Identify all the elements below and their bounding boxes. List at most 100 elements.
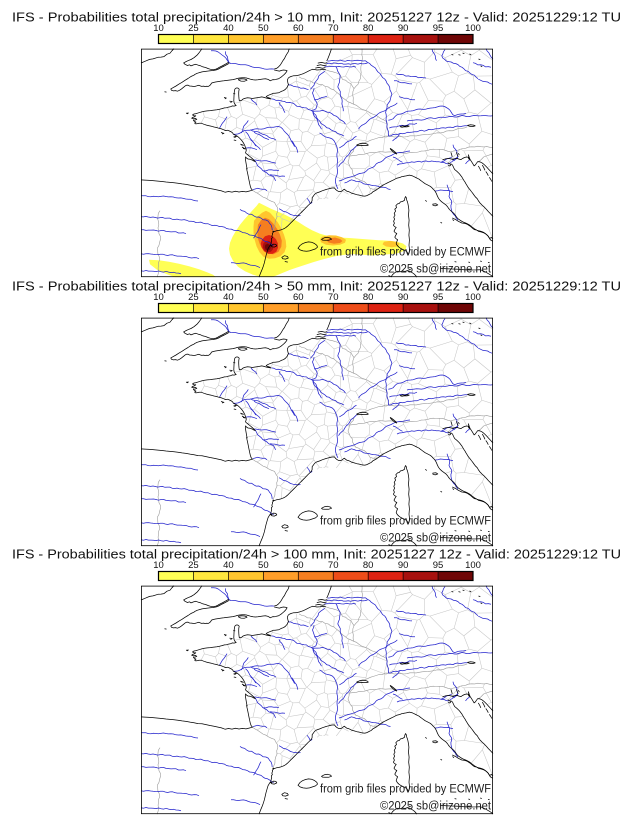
- admin-boundary: [383, 662, 388, 674]
- colorbar-tick-10: 10: [153, 560, 164, 571]
- admin-boundary: [359, 398, 368, 404]
- colorbar-segment-10-25: [158, 303, 194, 313]
- admin-boundary: [470, 212, 483, 227]
- admin-boundary: [329, 441, 342, 449]
- admin-boundary: [248, 166, 257, 168]
- admin-boundary: [460, 148, 464, 152]
- river-arno: [435, 458, 454, 461]
- admin-boundary: [331, 99, 336, 107]
- admin-boundary: [276, 215, 281, 218]
- admin-boundary: [311, 606, 322, 620]
- admin-boundary: [226, 384, 232, 389]
- admin-boundary: [262, 431, 275, 433]
- admin-boundary: [369, 725, 371, 731]
- admin-boundary: [262, 162, 275, 164]
- admin-boundary: [296, 97, 302, 102]
- admin-boundary: [287, 688, 291, 695]
- admin-boundary: [339, 390, 347, 394]
- admin-boundary: [436, 129, 448, 139]
- admin-boundary: [374, 98, 384, 103]
- admin-boundary: [278, 692, 288, 695]
- admin-boundary: [347, 82, 352, 98]
- admin-boundary: [236, 127, 244, 131]
- admin-boundary: [452, 71, 459, 77]
- admin-boundary: [434, 165, 449, 173]
- admin-boundary: [457, 654, 459, 674]
- river-aisne: [314, 633, 328, 638]
- admin-boundary: [346, 121, 351, 125]
- colorbar-tick-95: 95: [433, 23, 444, 34]
- coast-belle_ile: [220, 669, 225, 672]
- admin-boundary: [357, 717, 360, 723]
- colorbar-tick-50: 50: [258, 23, 269, 34]
- coast-elba: [432, 203, 439, 207]
- admin-boundary: [312, 104, 315, 109]
- coast-re: [240, 680, 244, 683]
- colorbar-tick-70: 70: [328, 292, 339, 303]
- admin-boundary: [391, 73, 395, 77]
- admin-boundary: [446, 673, 459, 676]
- admin-boundary: [276, 713, 287, 721]
- coast-adriatic_w: [450, 163, 494, 217]
- admin-boundary: [416, 705, 422, 709]
- river-cher: [250, 129, 277, 141]
- coast-ibiza: [281, 792, 289, 797]
- admin-boundary: [463, 89, 476, 100]
- river-allier: [291, 677, 299, 690]
- admin-boundary: [347, 623, 372, 635]
- admin-boundary: [418, 100, 429, 115]
- river-hochrhein: [388, 393, 468, 406]
- admin-boundary: [409, 703, 418, 709]
- admin-boundary: [425, 419, 428, 425]
- river-main: [388, 374, 467, 390]
- admin-boundary: [481, 668, 494, 673]
- admin-boundary: [345, 97, 349, 101]
- admin-boundary: [325, 466, 329, 468]
- admin-boundary: [366, 153, 370, 157]
- admin-boundary: [280, 485, 283, 488]
- admin-boundary: [350, 389, 356, 392]
- river-tet: [239, 209, 273, 231]
- admin-boundary: [446, 404, 459, 408]
- admin-boundary: [305, 443, 314, 450]
- admin-boundary: [460, 417, 464, 420]
- admin-boundary: [295, 81, 302, 98]
- coast-kvarner2: [481, 702, 486, 708]
- admin-boundary: [342, 162, 344, 178]
- river-vilaine: [219, 653, 228, 666]
- river-weser: [441, 49, 479, 79]
- admin-boundary: [304, 162, 317, 172]
- admin-boundary: [379, 439, 389, 442]
- admin-boundary: [355, 380, 367, 392]
- admin-boundary: [482, 749, 493, 777]
- river-main: [388, 105, 467, 121]
- admin-boundary: [311, 681, 326, 684]
- colorbar-segment-70-80: [333, 571, 369, 581]
- admin-boundary: [290, 701, 294, 704]
- admin-boundary: [407, 585, 411, 593]
- river-dora: [392, 156, 403, 163]
- admin-boundary: [424, 398, 437, 411]
- river-duero: [140, 497, 187, 503]
- admin-boundary: [414, 675, 426, 680]
- river-ems: [431, 317, 437, 330]
- river-dordogne: [254, 428, 277, 433]
- admin-boundary: [296, 100, 305, 111]
- coast-yeu: [233, 139, 237, 141]
- river-somme: [288, 621, 309, 628]
- admin-boundary: [372, 585, 378, 592]
- panel-title: IFS - Probabilities total precipitation/…: [12, 278, 621, 293]
- country-border-ch_de: [388, 395, 468, 406]
- river-adda: [449, 693, 458, 701]
- river-tarn: [269, 174, 286, 177]
- admin-boundary: [296, 177, 304, 191]
- coast-capraia: [425, 737, 428, 739]
- admin-boundary: [411, 651, 419, 653]
- admin-boundary: [276, 484, 281, 486]
- admin-boundary: [315, 99, 321, 106]
- river-rhine_delta3: [324, 334, 357, 337]
- admin-boundary: [234, 102, 241, 104]
- admin-boundary: [429, 347, 446, 365]
- colorbar-tick-100: 100: [465, 292, 481, 303]
- coast-isle_of_wight: [238, 78, 248, 82]
